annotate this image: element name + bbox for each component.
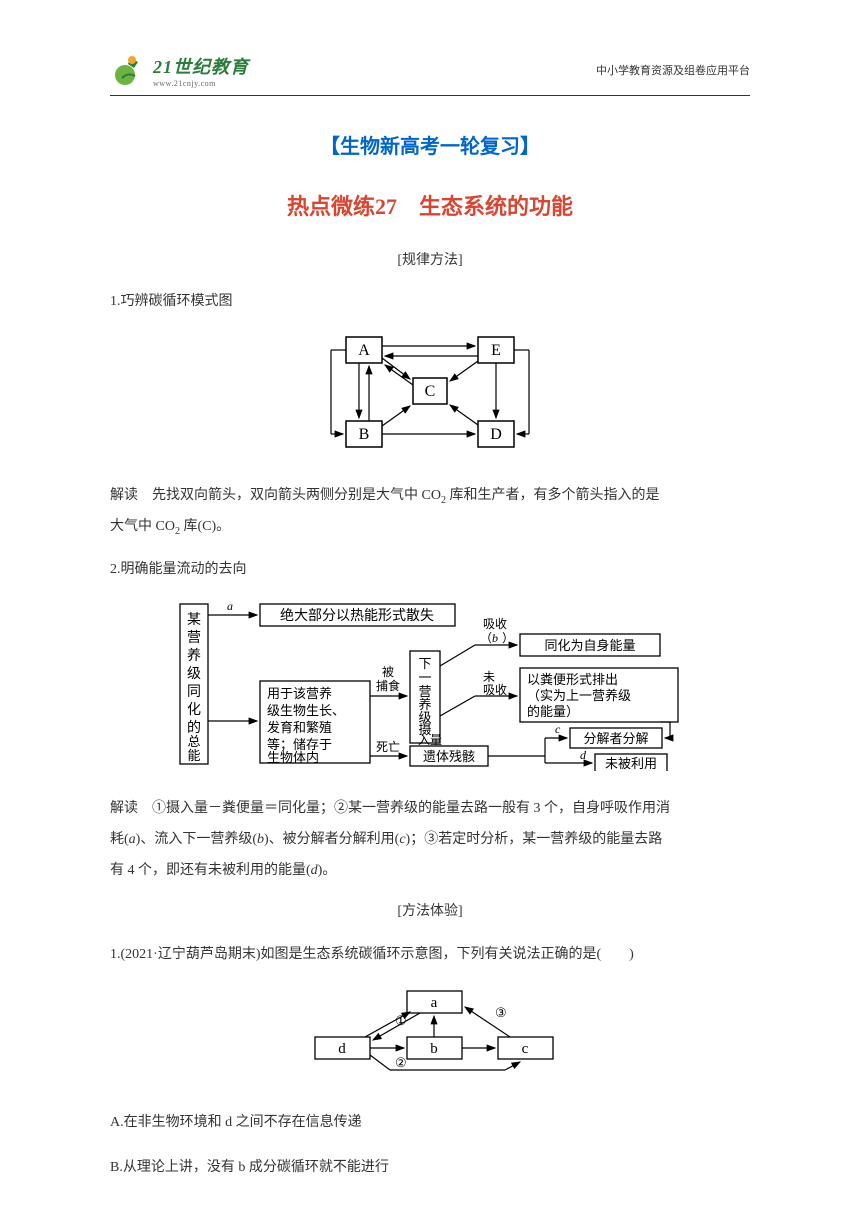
svg-text:以粪便形式排出: 以粪便形式排出 (527, 672, 618, 687)
sub-title: 热点微练27 生态系统的功能 (110, 189, 750, 221)
s1-text2: 大气中 CO (110, 519, 175, 534)
main-title: 【生物新高考一轮复习】 (110, 130, 750, 159)
s2-t2c: )、被分解者分解利用( (264, 832, 399, 847)
question1-optA: A.在非生物环境和 d 之间不存在信息传递 (110, 1108, 750, 1139)
header-divider (110, 95, 750, 96)
svg-text:②: ② (395, 1055, 407, 1070)
svg-text:能: 能 (187, 748, 200, 763)
section2-heading: 2.明确能量流动的去向 (110, 557, 750, 582)
svg-text:分解者分解: 分解者分解 (583, 731, 648, 746)
s1-text2b: 库(C)。 (180, 519, 230, 534)
svg-text:b: b (430, 1041, 438, 1057)
svg-text:发育和繁殖: 发育和繁殖 (267, 720, 332, 735)
diagram-2: 某 营 养 级 同 化 的 总 能 绝大部分以热能形式散失 a 用于该营养 级生… (110, 596, 750, 776)
svg-text:吸收: 吸收 (483, 683, 507, 697)
s1-text1b: 库和生产者，有多个箭头指入的是 (446, 488, 660, 503)
svg-text:同化为自身能量: 同化为自身能量 (544, 638, 635, 653)
section1-body: 解读 先找双向箭头，双向箭头两侧分别是大气中 CO2 库和生产者，有多个箭头指入… (110, 481, 750, 543)
svg-text:某: 某 (187, 612, 201, 628)
svg-text:①: ① (395, 1013, 407, 1028)
logo-sub-text: www.21cnjy.com (153, 79, 249, 88)
svg-text:d: d (580, 748, 587, 762)
svg-text:养: 养 (187, 648, 201, 664)
diagram-1: A E C B D (110, 328, 750, 463)
svg-text:的能量）: 的能量） (527, 704, 579, 719)
svg-text:a: a (227, 599, 233, 613)
section-label-1: [规律方法] (110, 249, 750, 269)
svg-text:总: 总 (187, 734, 200, 749)
svg-text:a: a (431, 995, 438, 1011)
section2-body: 解读 ①摄入量－粪便量＝同化量；②某一营养级的能量去路一般有 3 个，自身呼吸作… (110, 794, 750, 886)
svg-text:化: 化 (187, 702, 201, 718)
svg-text:③: ③ (495, 1005, 507, 1020)
svg-text:入量: 入量 (418, 733, 442, 747)
question1-optB: B.从理论上讲，没有 b 成分碳循环就不能进行 (110, 1153, 750, 1184)
s2-t2b: )、流入下一营养级( (136, 832, 257, 847)
svg-text:同: 同 (187, 685, 201, 700)
svg-text:级生物生长、: 级生物生长、 (267, 703, 345, 718)
svg-text:c: c (522, 1041, 529, 1057)
svg-text:一: 一 (418, 670, 431, 685)
question1-stem: 1.(2021·辽宁葫芦岛期末)如图是生态系统碳循环示意图，下列有关说法正确的是… (110, 940, 750, 971)
svg-text:吸收: 吸收 (483, 617, 507, 631)
diagram-3: a d b c ① ③ ② (110, 985, 750, 1090)
section1-heading: 1.巧辨碳循环模式图 (110, 289, 750, 314)
s1-text1: 解读 先找双向箭头，双向箭头两侧分别是大气中 CO (110, 488, 441, 503)
svg-text:D: D (490, 426, 502, 443)
svg-text:被: 被 (382, 665, 394, 679)
header-right-text: 中小学教育资源及组卷应用平台 (596, 62, 750, 78)
svg-text:C: C (425, 383, 436, 400)
logo-icon (110, 50, 150, 90)
svg-text:A: A (358, 342, 370, 359)
svg-text:E: E (491, 342, 501, 359)
s2-t2d: )；③若定时分析，某一营养级的能量去路 (406, 832, 663, 847)
svg-text:死亡: 死亡 (376, 740, 400, 754)
svg-text:下: 下 (418, 656, 431, 671)
logo-main-text: 21世纪教育 (153, 53, 249, 79)
svg-text:）: ） (502, 631, 514, 645)
svg-text:级: 级 (187, 666, 201, 682)
s2-t2a: 耗( (110, 832, 129, 847)
s2-t1: 解读 ①摄入量－粪便量＝同化量；②某一营养级的能量去路一般有 3 个，自身呼吸作… (110, 801, 670, 816)
svg-text:生物体内: 生物体内 (267, 750, 319, 765)
section-label-2: [方法体验] (110, 900, 750, 920)
svg-text:营: 营 (187, 630, 201, 646)
s2-t3b: )。 (318, 863, 337, 878)
s2-t3a: 有 4 个，即还有未被利用的能量( (110, 863, 311, 878)
svg-text:b: b (492, 631, 498, 645)
svg-text:B: B (359, 426, 370, 443)
logo: 21世纪教育 www.21cnjy.com (110, 50, 249, 90)
svg-text:（实为上一营养级: （实为上一营养级 (527, 688, 631, 703)
svg-text:遗体残骸: 遗体残骸 (423, 749, 475, 764)
svg-text:（: （ (480, 631, 492, 645)
svg-text:未被利用: 未被利用 (605, 756, 657, 771)
svg-text:未: 未 (483, 670, 495, 684)
svg-text:绝大部分以热能形式散失: 绝大部分以热能形式散失 (280, 608, 434, 624)
svg-text:捕食: 捕食 (376, 678, 400, 693)
svg-text:c: c (555, 722, 561, 736)
svg-text:用于该营养: 用于该营养 (267, 686, 332, 701)
svg-text:d: d (338, 1041, 346, 1057)
